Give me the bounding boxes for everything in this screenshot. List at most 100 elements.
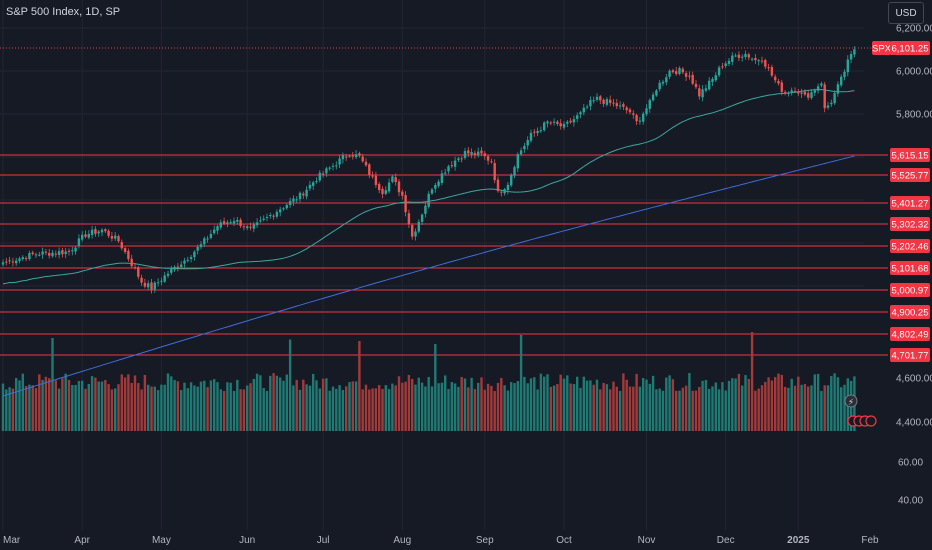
volume-bar bbox=[774, 377, 777, 431]
candle-body bbox=[394, 177, 397, 183]
candle-body bbox=[774, 76, 777, 81]
volume-bar bbox=[754, 390, 757, 431]
volume-bar bbox=[559, 374, 562, 431]
candle-body bbox=[219, 222, 222, 228]
volume-bar bbox=[437, 383, 440, 431]
volume-bar bbox=[170, 376, 173, 431]
volume-bar bbox=[61, 378, 64, 431]
volume-bar bbox=[605, 384, 609, 431]
candle-body bbox=[123, 248, 127, 253]
volume-bar bbox=[199, 381, 203, 431]
volume-axis-label: 40.00 bbox=[898, 496, 923, 507]
volume-bar bbox=[615, 386, 618, 431]
volume-bar bbox=[427, 376, 430, 431]
candle-body bbox=[180, 264, 183, 268]
volume-bar bbox=[153, 386, 156, 431]
volume-bar bbox=[618, 390, 622, 431]
volume-bar bbox=[104, 380, 107, 431]
candle-body bbox=[170, 268, 173, 273]
volume-bar bbox=[219, 389, 222, 431]
volume-bar bbox=[387, 389, 391, 431]
candle-body bbox=[698, 88, 701, 97]
volume-bar bbox=[275, 375, 279, 431]
candle-body bbox=[460, 158, 463, 160]
candle-body bbox=[836, 84, 840, 94]
candle-body bbox=[77, 238, 81, 247]
candle-body bbox=[196, 246, 199, 251]
chart-title: S&P 500 Index, 1D, SP bbox=[6, 6, 121, 18]
price-axis-label: 6,200.00 bbox=[896, 24, 932, 35]
candle-body bbox=[493, 163, 496, 181]
candle-body bbox=[345, 156, 348, 158]
volume-bar bbox=[41, 379, 44, 431]
time-axis-label: May bbox=[152, 535, 171, 546]
candle-body bbox=[813, 90, 816, 93]
candle-body bbox=[31, 252, 34, 255]
volume-bar bbox=[328, 390, 331, 431]
candle-body bbox=[457, 158, 460, 160]
candle-body bbox=[140, 277, 143, 283]
volume-bar bbox=[196, 386, 199, 431]
volume-bar bbox=[576, 376, 579, 431]
volume-bar bbox=[127, 374, 130, 431]
candle-body bbox=[642, 113, 645, 122]
candle-body bbox=[833, 93, 836, 104]
candle-body bbox=[401, 191, 404, 196]
currency-button[interactable]: USD bbox=[888, 2, 924, 24]
volume-bar bbox=[229, 382, 232, 431]
volume-bar bbox=[407, 374, 411, 431]
volume-bar bbox=[457, 386, 460, 431]
volume-bar bbox=[486, 383, 490, 431]
volume-bar bbox=[186, 388, 189, 431]
volume-bar bbox=[552, 385, 556, 431]
candle-body bbox=[67, 250, 71, 252]
candle-body bbox=[701, 89, 704, 98]
candle-body bbox=[523, 145, 526, 150]
volume-bar bbox=[533, 377, 536, 431]
candle-body bbox=[678, 68, 681, 74]
volume-bar bbox=[734, 378, 737, 431]
candle-body bbox=[592, 100, 595, 102]
time-axis-label: Dec bbox=[717, 535, 735, 546]
candle-body bbox=[506, 184, 510, 191]
candle-body bbox=[358, 153, 361, 156]
candle-body bbox=[51, 252, 54, 257]
candle-body bbox=[559, 123, 562, 127]
volume-bar bbox=[780, 374, 783, 431]
time-axis-label: Jun bbox=[239, 535, 255, 546]
candle-body bbox=[209, 233, 213, 238]
volume-bar bbox=[714, 382, 717, 431]
volume-bar bbox=[74, 384, 77, 431]
volume-bar bbox=[295, 379, 298, 431]
candle-body bbox=[470, 152, 473, 155]
candle-body bbox=[308, 184, 312, 189]
volume-bar bbox=[655, 389, 658, 431]
candle-body bbox=[721, 66, 724, 68]
volume-bar bbox=[711, 386, 714, 431]
volume-bar bbox=[156, 390, 160, 431]
candle-body bbox=[473, 152, 477, 156]
price-axis-label: 6,000.00 bbox=[896, 67, 932, 78]
volume-bar bbox=[216, 382, 219, 431]
volume-bar bbox=[783, 386, 787, 431]
candle-body bbox=[335, 165, 338, 167]
event-marker-icon bbox=[865, 415, 877, 427]
price-tags: 5,615.15 5,525.77 5,401.27 5,302.32 5,202.46… bbox=[872, 41, 930, 362]
volume-bar bbox=[648, 383, 651, 431]
volume-bar bbox=[269, 375, 272, 431]
volume-bar bbox=[331, 386, 335, 431]
candle-body bbox=[21, 257, 24, 260]
volume-bar bbox=[48, 378, 51, 431]
candle-body bbox=[361, 156, 364, 162]
candle-body bbox=[54, 253, 57, 255]
volume-bar bbox=[609, 389, 612, 431]
candle-body bbox=[143, 282, 147, 287]
level-tag-label: 5,101.68 bbox=[892, 264, 929, 275]
volume-bar bbox=[97, 381, 100, 431]
candle-body bbox=[282, 208, 285, 210]
volume-bar bbox=[684, 385, 688, 431]
volume-bar bbox=[265, 390, 269, 431]
candle-body bbox=[404, 195, 407, 213]
candle-body bbox=[681, 68, 684, 73]
